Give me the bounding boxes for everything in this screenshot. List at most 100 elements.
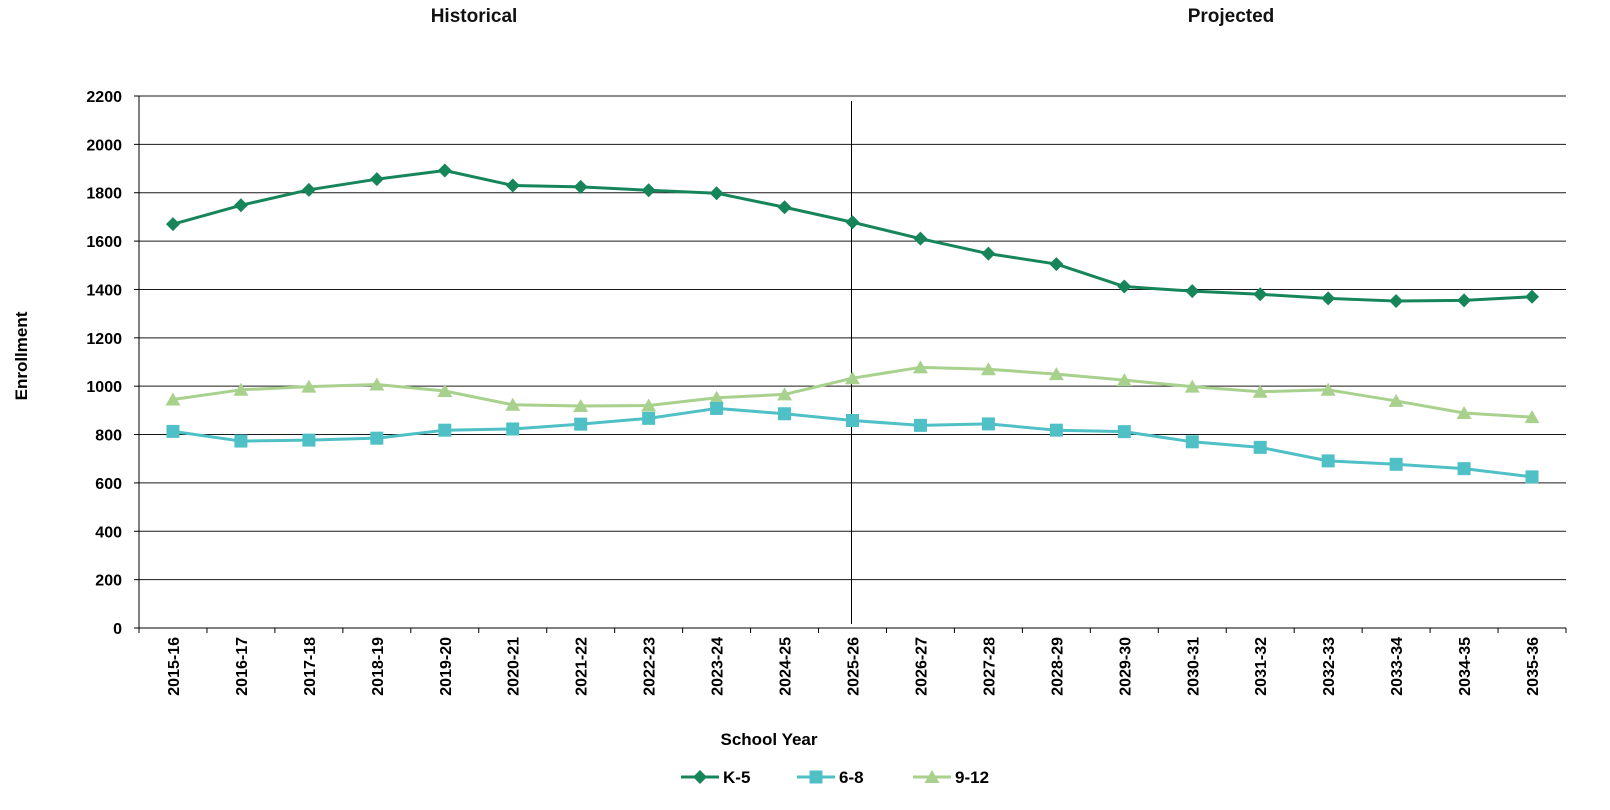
data-point-K-5	[1525, 289, 1540, 304]
x-tick-label: 2017-18	[302, 637, 319, 696]
x-tick-label: 2026-27	[913, 637, 930, 696]
legend-label-K-5: K-5	[723, 768, 750, 787]
x-tick-label: 2021-22	[574, 637, 591, 696]
x-tick-label: 2029-30	[1117, 637, 1134, 696]
data-point-9-12	[1456, 406, 1472, 420]
data-point-9-12	[1388, 393, 1404, 407]
data-point-K-5	[301, 182, 316, 197]
data-point-9-12	[437, 384, 453, 398]
y-tick-labels: 0 200 400 600 800 1000 1200 1400 1600 1800 2000 220…	[86, 89, 122, 638]
historical-section-label: Historical	[430, 6, 518, 27]
data-point-6-8	[1457, 462, 1471, 476]
x-tick-label: 2022-23	[642, 637, 659, 696]
x-tick-label: 2025-26	[846, 637, 863, 696]
data-point-K-5	[1321, 291, 1336, 306]
data-point-6-8	[1253, 440, 1267, 454]
y-tick-label: 0	[113, 621, 122, 638]
x-axis-title: School Year	[720, 730, 817, 749]
projected-section-label: Projected	[1187, 6, 1275, 27]
data-point-9-12	[505, 397, 521, 411]
legend-label-6-8: 6-8	[839, 768, 864, 787]
data-point-9-12	[1252, 384, 1268, 398]
data-point-K-5	[913, 231, 928, 246]
data-point-6-8	[574, 417, 588, 431]
data-point-K-5	[1389, 294, 1404, 309]
y-tick-label: 400	[95, 524, 122, 541]
data-point-6-8	[234, 434, 248, 448]
data-point-K-5	[165, 217, 180, 232]
data-point-6-8	[778, 407, 792, 421]
data-point-9-12	[369, 377, 385, 391]
y-axis-title: Enrollment	[12, 311, 31, 400]
legend-marker-6-8	[809, 770, 823, 784]
x-tick-label: 2033-34	[1389, 637, 1406, 696]
data-point-9-12	[845, 371, 860, 385]
legend-marker-K-5	[693, 770, 707, 784]
legend: K-5 6-8 9-12	[681, 768, 989, 787]
x-tick-label: 2020-21	[506, 637, 523, 696]
data-point-9-12	[641, 398, 657, 412]
data-point-K-5	[233, 198, 248, 213]
data-point-6-8	[710, 401, 724, 415]
x-tick-label: 2023-24	[710, 637, 727, 696]
y-tick-label: 1800	[86, 186, 122, 203]
legend-item-K-5: K-5	[681, 768, 750, 787]
data-point-K-5	[1049, 257, 1064, 272]
x-tick-label: 2034-35	[1457, 637, 1474, 696]
data-point-K-5	[1185, 284, 1200, 299]
y-tick-label: 1400	[86, 282, 122, 299]
data-point-6-8	[438, 423, 452, 437]
data-point-9-12	[1116, 373, 1132, 387]
data-point-6-8	[302, 433, 316, 447]
data-point-9-12	[1184, 379, 1200, 393]
data-point-K-5	[709, 186, 724, 201]
y-tick-label: 200	[95, 573, 122, 590]
y-tick-label: 2200	[86, 89, 122, 106]
y-tick-label: 800	[95, 428, 122, 445]
data-point-9-12	[1524, 410, 1540, 424]
gridlines	[139, 95, 1566, 581]
data-point-K-5	[437, 163, 452, 178]
data-point-6-8	[506, 422, 520, 436]
y-tick-label: 600	[95, 476, 122, 493]
legend-label-9-12: 9-12	[955, 768, 989, 787]
data-point-6-8	[1525, 470, 1539, 484]
x-tick-label: 2030-31	[1185, 637, 1202, 696]
data-point-K-5	[1457, 293, 1472, 308]
x-tick-label: 2015-16	[166, 637, 183, 696]
data-point-9-12	[165, 392, 181, 406]
data-point-9-12	[912, 360, 928, 374]
x-tick-label: 2024-25	[778, 637, 795, 696]
data-point-6-8	[846, 414, 859, 428]
data-point-9-12	[1048, 367, 1064, 381]
data-point-9-12	[573, 399, 589, 413]
x-tick-label: 2032-33	[1321, 637, 1338, 696]
x-tick-label: 2031-32	[1253, 637, 1270, 696]
data-point-6-8	[1389, 457, 1403, 471]
x-tick-label: 2018-19	[370, 637, 387, 696]
data-point-6-8	[370, 431, 384, 445]
legend-item-9-12: 9-12	[913, 768, 989, 787]
data-point-9-12	[233, 382, 249, 396]
x-tick-label: 2035-36	[1525, 637, 1542, 696]
y-tick-label: 1200	[86, 331, 122, 348]
data-point-K-5	[505, 178, 520, 193]
legend-item-6-8: 6-8	[797, 768, 864, 787]
x-tick-label: 2027-28	[981, 637, 998, 696]
data-point-K-5	[641, 183, 656, 198]
x-tick-label: 2019-20	[438, 637, 455, 696]
data-point-K-5	[777, 200, 792, 215]
y-tick-label: 2000	[86, 137, 122, 154]
series-line-K-5	[172, 168, 1533, 303]
legend-marker-9-12	[924, 770, 940, 783]
data-point-K-5	[369, 172, 384, 187]
data-point-6-8	[1117, 425, 1131, 439]
x-tick-label: 2016-17	[234, 637, 251, 696]
series-K-5-group	[165, 163, 1540, 309]
data-point-6-8	[981, 417, 995, 431]
data-point-6-8	[166, 424, 180, 438]
data-point-9-12	[1320, 382, 1336, 396]
data-point-K-5	[1253, 287, 1268, 302]
data-point-9-12	[777, 387, 793, 401]
axes	[134, 95, 1567, 633]
